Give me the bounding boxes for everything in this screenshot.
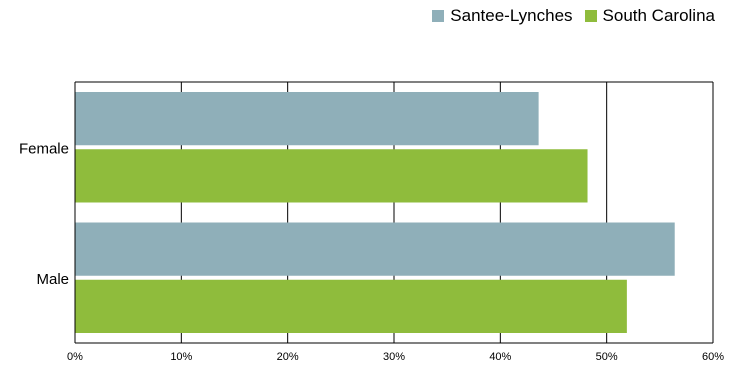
- x-tick-label-40: 40%: [489, 351, 511, 363]
- y-category-label-male: Male: [36, 271, 69, 288]
- legend-item-south-carolina: South Carolina: [584, 6, 715, 26]
- x-tick-label-10: 10%: [170, 351, 192, 363]
- bar-female-south-carolina: [75, 149, 588, 203]
- legend-label-santee-lynches: Santee-Lynches: [450, 6, 573, 25]
- legend-item-santee-lynches: Santee-Lynches: [432, 6, 573, 26]
- bar-male-santee-lynches: [75, 222, 675, 276]
- legend-swatch-south-carolina: [584, 10, 597, 22]
- legend: Santee-Lynches South Carolina: [420, 6, 715, 26]
- x-tick-label-60: 60%: [702, 351, 724, 363]
- legend-swatch-santee-lynches: [432, 10, 445, 22]
- x-tick-label-50: 50%: [596, 351, 618, 363]
- y-category-label-female: Female: [19, 140, 69, 157]
- x-tick-label-0: 0%: [67, 351, 83, 363]
- bar-male-south-carolina: [75, 279, 627, 333]
- legend-label-south-carolina: South Carolina: [602, 6, 715, 25]
- bar-female-santee-lynches: [75, 92, 539, 146]
- x-tick-label-30: 30%: [383, 351, 405, 363]
- x-tick-label-20: 20%: [277, 351, 299, 363]
